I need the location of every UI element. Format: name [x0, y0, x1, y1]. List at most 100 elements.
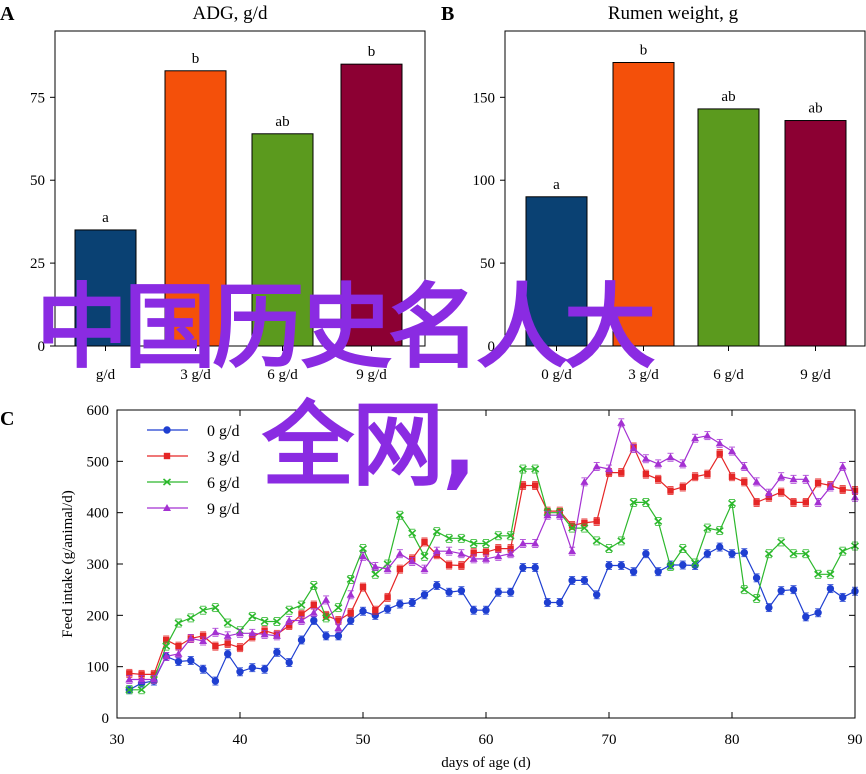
data-point [764, 550, 773, 558]
data-point [395, 511, 404, 519]
data-point [740, 549, 748, 557]
data-point-stroke [814, 570, 823, 578]
data-point [162, 642, 171, 650]
data-point [297, 601, 306, 609]
data-point [790, 499, 797, 506]
data-point [408, 557, 417, 565]
data-point [593, 591, 601, 599]
data-point [470, 549, 477, 556]
data-point [789, 550, 798, 558]
data-point [408, 598, 416, 607]
data-point [641, 498, 650, 507]
x-axis-label: days of age (d) [441, 755, 531, 771]
data-point [395, 549, 404, 557]
data-point [383, 565, 392, 573]
data-point [507, 545, 514, 552]
data-point [125, 675, 134, 683]
data-point [752, 574, 761, 582]
y-tick-label: 0 [38, 339, 46, 355]
data-point [249, 633, 256, 641]
data-point [396, 565, 404, 573]
data-point [568, 576, 576, 585]
data-point [703, 524, 712, 532]
data-point [826, 584, 835, 593]
data-point [347, 609, 354, 616]
data-point [445, 534, 454, 542]
x-category-label: 9 g/d [800, 367, 831, 383]
data-point [273, 648, 281, 656]
data-point [162, 478, 172, 486]
data-point [482, 606, 490, 614]
data-point [383, 605, 392, 613]
data-point [359, 552, 367, 560]
data-point [838, 462, 847, 470]
data-point [285, 616, 294, 624]
data-point [163, 452, 171, 460]
data-point [260, 665, 269, 673]
data-point [433, 581, 441, 590]
data-point-stroke [678, 544, 687, 553]
y-tick-label: 25 [30, 256, 45, 272]
data-point-stroke [211, 604, 220, 612]
data-point-stroke [285, 606, 294, 614]
data-point-stroke [592, 537, 601, 545]
data-point-stroke [764, 550, 773, 558]
data-point [126, 670, 133, 677]
data-point-stroke [272, 617, 281, 626]
data-point-stroke [334, 604, 343, 612]
x-tick-label: 30 [110, 732, 125, 748]
data-point [309, 608, 318, 616]
data-point [654, 459, 663, 467]
chart-title: ADG, g/d [193, 3, 268, 24]
data-point [704, 470, 711, 478]
data-point [629, 568, 638, 576]
data-point [223, 631, 232, 639]
data-point [568, 522, 576, 529]
data-point [211, 604, 220, 612]
data-point-stroke [629, 498, 638, 507]
data-point [371, 562, 380, 570]
data-point [814, 498, 823, 506]
data-point-stroke [789, 550, 798, 558]
data-point [543, 598, 552, 607]
data-point [555, 511, 564, 519]
data-point-stroke [518, 465, 527, 473]
data-point [605, 465, 613, 473]
data-point [519, 563, 527, 572]
data-point-stroke [568, 524, 577, 532]
bar-1 [612, 62, 675, 347]
data-point-stroke [162, 642, 171, 650]
data-point [778, 488, 785, 496]
data-point [728, 550, 736, 558]
data-point [506, 588, 515, 596]
data-point [838, 547, 847, 555]
data-point [506, 532, 515, 540]
data-point [593, 518, 600, 525]
data-point [248, 663, 257, 672]
data-point [260, 630, 269, 638]
data-point [518, 539, 527, 547]
data-point [297, 616, 306, 624]
data-point-stroke [395, 511, 404, 519]
data-point [814, 609, 822, 617]
data-point [752, 594, 761, 603]
data-point [445, 547, 454, 555]
series-0 [125, 542, 859, 695]
data-point-stroke [137, 686, 146, 694]
data-point [556, 598, 564, 607]
data-point [752, 477, 761, 485]
data-point-stroke [838, 547, 847, 555]
data-point [236, 629, 244, 637]
data-point [518, 465, 527, 473]
data-point [211, 628, 220, 636]
legend-label: 3 g/d [207, 449, 239, 466]
data-point [826, 570, 835, 578]
x-category-label: 6 g/d [267, 367, 298, 383]
data-point [801, 550, 810, 558]
legend-label: 6 g/d [207, 475, 239, 492]
data-point [678, 544, 687, 553]
data-point [469, 539, 478, 548]
data-point [678, 459, 687, 467]
legend-label: 0 g/d [207, 423, 239, 440]
